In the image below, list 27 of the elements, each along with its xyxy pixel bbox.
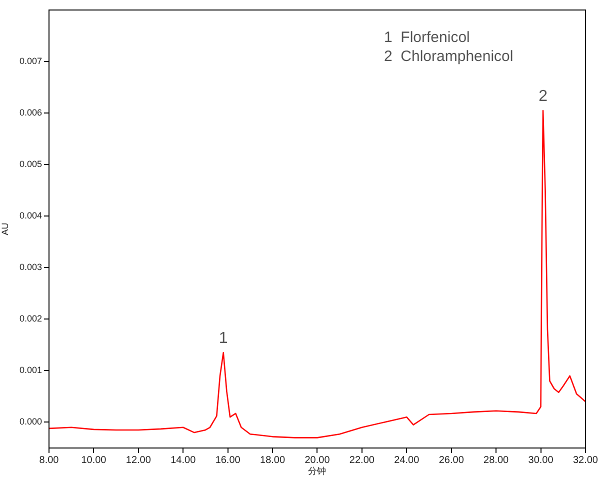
annotation: 1 [218,330,228,348]
x-tick-label: 20.00 [304,454,330,466]
y-tick-label: 0.004 [19,210,42,221]
x-tick-label: 28.00 [484,454,510,466]
x-tick-label: 24.00 [394,454,420,466]
y-tick-label: 0.007 [19,56,42,66]
x-tick-label: 30.00 [528,454,554,466]
x-tick-label: 10.00 [81,454,107,466]
annotation: 1 Florfenicol [384,29,470,46]
x-tick-label: 26.00 [438,454,464,466]
annotation: 2 [538,88,548,105]
x-tick-label: 14.00 [170,454,196,466]
x-tick-label: 8.00 [39,454,60,466]
y-tick-label: 0.000 [19,416,42,427]
annotation: 2 Chloramphenicol [384,48,514,66]
x-tick-label: 12.00 [126,454,152,466]
y-tick-label: 0.005 [19,159,42,170]
x-tick-label: 32.00 [572,454,598,466]
y-tick-label: 0.006 [19,108,42,118]
x-tick-label: 22.00 [349,454,375,466]
x-tick-label: 18.00 [260,454,286,466]
y-tick-label: 0.003 [19,262,42,272]
y-axis-title: AU [0,222,10,236]
x-axis-title: 分钟 [308,466,326,476]
y-tick-label: 0.001 [19,365,42,376]
x-tick-label: 16.00 [215,454,241,466]
y-tick-label: 0.002 [19,314,42,324]
